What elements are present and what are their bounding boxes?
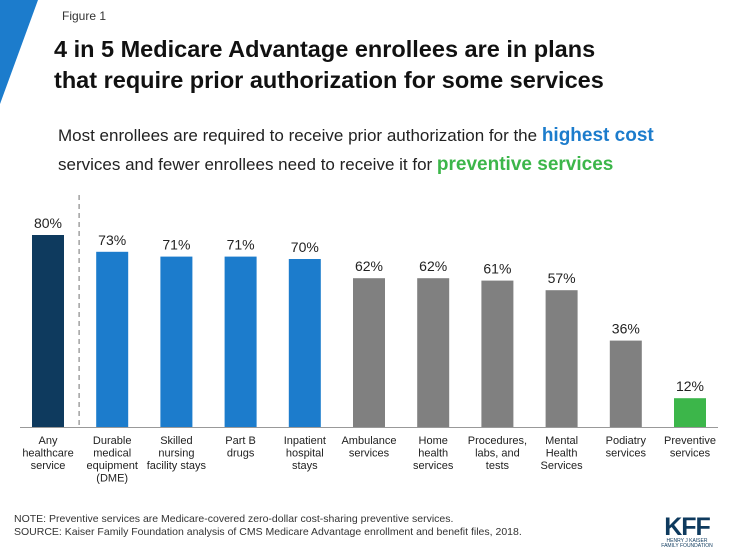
footnote-note: NOTE: Preventive services are Medicare-c…: [14, 513, 454, 525]
footnote-source: SOURCE: Kaiser Family Foundation analysi…: [14, 526, 522, 538]
bar-8: [545, 290, 578, 427]
corner-decoration: [0, 0, 38, 104]
subtitle-text-1: Most enrollees are required to receive p…: [58, 126, 542, 145]
bar-3: [224, 256, 257, 427]
category-label-5: Ambulance services: [341, 435, 396, 460]
category-label-7: Procedures, labs, and tests: [468, 435, 527, 472]
figure-label: Figure 1: [62, 9, 107, 23]
kff-logo: KFF HENRY J KAISER FAMILY FOUNDATION: [661, 513, 713, 548]
bar-6: [417, 278, 450, 427]
data-label-2: 71%: [162, 237, 190, 253]
data-label-7: 61%: [483, 261, 511, 277]
chart-subtitle: Most enrollees are required to receive p…: [58, 121, 728, 179]
kff-logo-tag-1: HENRY J KAISER: [667, 538, 708, 544]
category-label-10: Preventive services: [664, 435, 716, 460]
data-label-6: 62%: [419, 258, 447, 274]
bar-0: [32, 235, 64, 427]
title-line-1: 4 in 5 Medicare Advantage enrollees are …: [54, 36, 596, 62]
bar-10: [674, 398, 706, 427]
data-label-0: 80%: [34, 215, 62, 231]
category-label-6: Home health services: [413, 435, 454, 472]
subtitle-highlight-highest-cost: highest cost: [541, 125, 654, 146]
data-label-5: 62%: [355, 258, 383, 274]
bar-9: [609, 340, 642, 427]
data-label-10: 12%: [676, 378, 704, 394]
bar-1: [96, 251, 129, 427]
kff-logo-tag-2: FAMILY FOUNDATION: [661, 543, 713, 548]
bar-5: [353, 278, 385, 427]
chart-title: 4 in 5 Medicare Advantage enrollees are …: [54, 34, 724, 96]
category-label-8: Mental Health Services: [541, 435, 584, 472]
category-label-9: Podiatry services: [606, 435, 647, 460]
footnote: NOTE: Preventive services are Medicare-c…: [14, 513, 522, 539]
subtitle-line-1: Most enrollees are required to receive p…: [58, 121, 728, 150]
data-label-9: 36%: [612, 321, 640, 337]
category-label-0: Any healthcare service: [22, 435, 73, 472]
kff-logo-text: KFF: [664, 513, 710, 541]
title-line-2: that require prior authorization for som…: [54, 67, 604, 93]
bar-2: [160, 256, 193, 427]
data-label-3: 71%: [227, 237, 255, 253]
subtitle-text-2: services and fewer enrollees need to rec…: [58, 155, 437, 174]
category-label-1: Durable medical equipment (DME): [87, 435, 138, 485]
data-label-1: 73%: [98, 232, 126, 248]
data-label-8: 57%: [548, 270, 576, 286]
bar-chart: 80% Any healthcare service 73% Durable medical…: [20, 195, 718, 485]
bar-7: [481, 280, 514, 427]
category-label-4: Inpatient hospital stays: [284, 435, 326, 472]
data-label-4: 70%: [291, 239, 319, 255]
subtitle-highlight-preventive: preventive services: [436, 154, 614, 175]
category-label-2: Skilled nursing facility stays: [147, 435, 207, 472]
subtitle-line-2: services and fewer enrollees need to rec…: [58, 150, 728, 179]
bar-4: [288, 259, 321, 427]
